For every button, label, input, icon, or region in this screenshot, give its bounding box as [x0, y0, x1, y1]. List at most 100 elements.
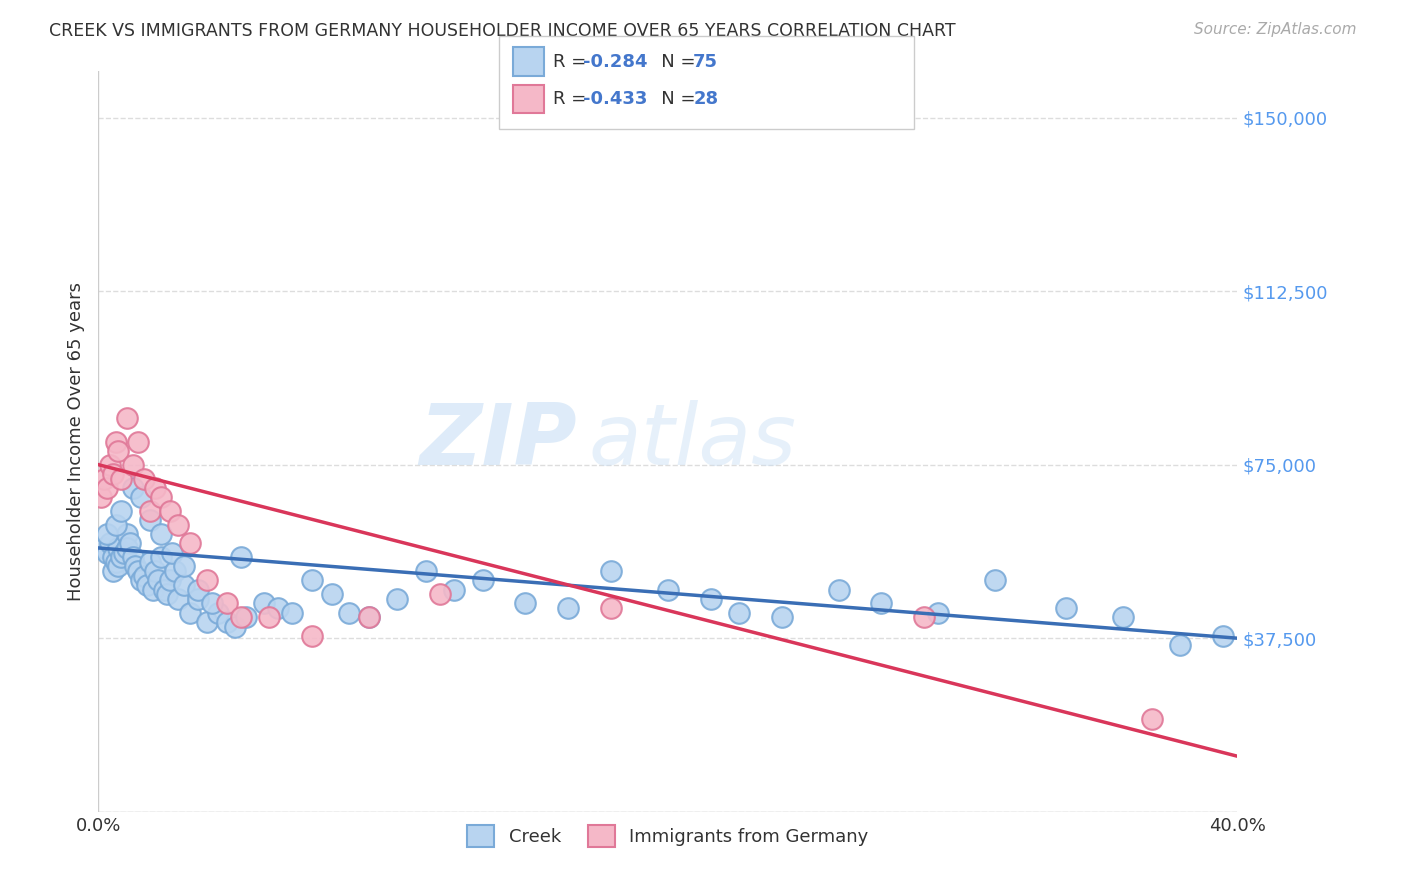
Point [828, 582, 851, 597]
Point [207, 606, 229, 620]
Point [90, 490, 112, 504]
Point [150, 550, 173, 565]
Point [1140, 712, 1163, 726]
Point [235, 610, 257, 624]
Point [870, 597, 893, 611]
Point [98, 536, 121, 550]
Point [515, 597, 537, 611]
Point [150, 490, 173, 504]
Point [187, 591, 209, 606]
Point [129, 574, 152, 588]
Point [93, 541, 115, 555]
Point [229, 610, 252, 624]
Point [145, 564, 167, 578]
Point [96, 481, 118, 495]
Point [600, 564, 623, 578]
Point [132, 568, 155, 582]
Point [267, 601, 290, 615]
Point [195, 574, 218, 588]
Point [357, 610, 380, 624]
Point [115, 527, 138, 541]
Point [912, 610, 935, 624]
Point [1112, 610, 1135, 624]
Point [118, 536, 141, 550]
Point [187, 582, 209, 597]
Point [112, 545, 135, 560]
Point [121, 458, 143, 472]
Point [600, 601, 623, 615]
Point [1212, 629, 1234, 643]
Point [156, 587, 179, 601]
Point [115, 411, 138, 425]
Text: 28: 28 [693, 90, 718, 108]
Point [429, 587, 451, 601]
Point [1170, 638, 1192, 652]
Legend: Creek, Immigrants from Germany: Creek, Immigrants from Germany [460, 818, 876, 855]
Point [179, 536, 201, 550]
Text: N =: N = [644, 53, 702, 70]
Point [96, 527, 118, 541]
Text: -0.284: -0.284 [583, 53, 648, 70]
Point [443, 582, 465, 597]
Point [153, 582, 176, 597]
Point [657, 582, 679, 597]
Point [98, 458, 121, 472]
Point [132, 471, 155, 485]
Point [471, 574, 494, 588]
Point [127, 434, 149, 449]
Point [229, 550, 252, 565]
Point [141, 582, 163, 597]
Point [104, 555, 127, 569]
Point [195, 615, 218, 629]
Point [927, 606, 949, 620]
Point [173, 559, 195, 574]
Point [107, 559, 129, 574]
Point [121, 481, 143, 495]
Point [107, 541, 129, 555]
Point [138, 504, 160, 518]
Point [104, 517, 127, 532]
Point [259, 610, 281, 624]
Point [145, 481, 167, 495]
Point [101, 467, 124, 481]
Point [104, 434, 127, 449]
Point [357, 610, 380, 624]
Point [135, 578, 157, 592]
Text: 75: 75 [693, 53, 718, 70]
Text: N =: N = [644, 90, 702, 108]
Text: R =: R = [553, 53, 592, 70]
Point [321, 587, 343, 601]
Text: Source: ZipAtlas.com: Source: ZipAtlas.com [1194, 22, 1357, 37]
Point [984, 574, 1007, 588]
Point [129, 490, 152, 504]
Point [301, 629, 323, 643]
Point [252, 597, 274, 611]
Point [93, 471, 115, 485]
Point [148, 574, 170, 588]
Point [167, 591, 190, 606]
Point [415, 564, 437, 578]
Point [101, 550, 124, 565]
Point [162, 545, 184, 560]
Point [165, 564, 187, 578]
Text: R =: R = [553, 90, 592, 108]
Point [121, 550, 143, 565]
Point [1056, 601, 1078, 615]
Point [770, 610, 793, 624]
Point [215, 597, 238, 611]
Text: atlas: atlas [588, 400, 796, 483]
Point [699, 591, 721, 606]
Point [281, 606, 304, 620]
Point [167, 517, 190, 532]
Point [301, 574, 323, 588]
Text: ZIP: ZIP [419, 400, 576, 483]
Point [557, 601, 579, 615]
Point [110, 471, 132, 485]
Point [173, 578, 195, 592]
Point [138, 555, 160, 569]
Point [387, 591, 409, 606]
Point [337, 606, 360, 620]
Point [159, 574, 181, 588]
Point [138, 513, 160, 527]
Point [110, 504, 132, 518]
